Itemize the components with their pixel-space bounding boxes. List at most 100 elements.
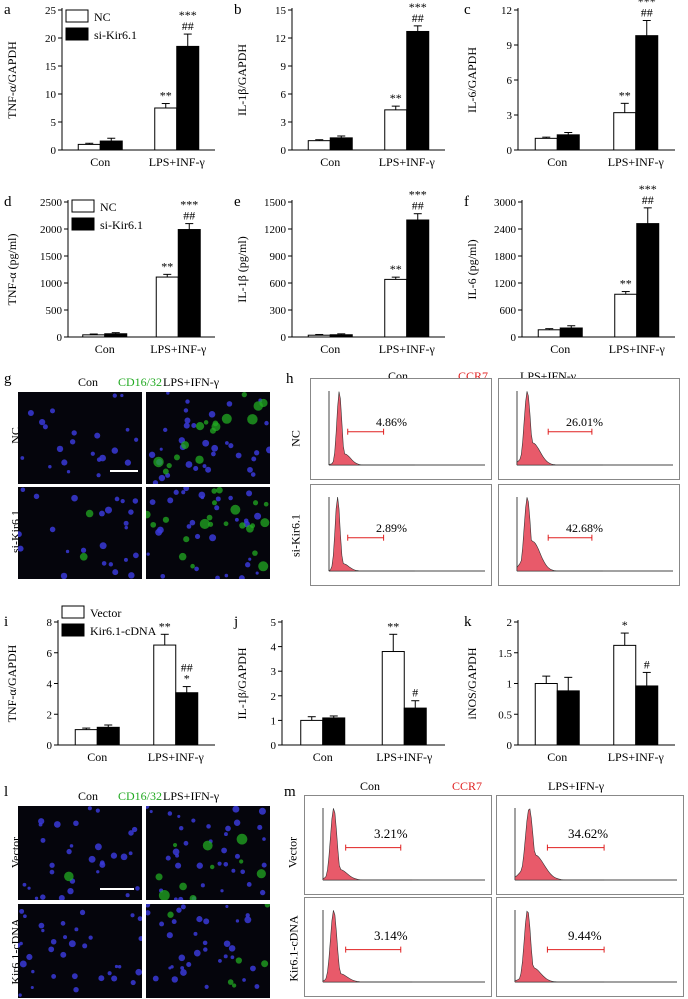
nucleus-dot [259,889,266,896]
y-tick-label: 0 [511,332,517,344]
nucleus-dot [196,916,203,923]
stain-dot [260,518,270,528]
nucleus-dot [125,427,130,432]
x-tick-label: Con [87,750,107,764]
nucleus-dot [217,861,222,866]
nucleus-dot [26,953,33,961]
bar [307,334,331,338]
nucleus-dot [95,808,100,813]
stain-dot [202,840,213,851]
nucleus-dot [114,964,119,969]
bar [406,219,430,338]
nucleus-dot [112,393,117,398]
nucleus-dot [240,869,246,875]
m-percent-2: 34.62% [568,826,609,841]
nucleus-dot [80,547,87,553]
y-tick-label: 0 [281,145,287,157]
nucleus-dot [42,424,48,430]
nucleus-dot [178,825,184,831]
nucleus-dot [18,943,21,948]
nucleus-dot [173,489,179,495]
y-tick-label: 0 [507,145,513,157]
m-col-con: Con [360,779,381,793]
bar [74,729,98,746]
nucleus-dot [225,904,229,908]
x-tick-label: LPS+INF-γ [148,750,205,764]
nucleus-dot [231,868,236,873]
stain-dot [162,468,169,475]
nucleus-dot [41,928,45,933]
g-col-lps: LPS+IFN-γ [163,375,220,389]
nucleus-dot [176,907,182,913]
nucleus-dot [110,852,118,859]
stain-dot [167,911,174,918]
bar [384,278,408,338]
nucleus-dot [38,822,43,827]
bar [534,137,558,151]
stain-dot [203,420,209,425]
nucleus-dot [220,889,224,893]
bar [154,107,178,151]
micrograph-l-vector-lps [146,806,270,900]
nucleus-dot [19,941,23,946]
stain-dot [209,864,215,870]
nucleus-dot [18,993,22,997]
y-tick-label: 9 [281,61,287,73]
nucleus-dot [250,472,256,477]
stain-dot [79,552,88,561]
stain-dot [211,500,217,506]
x-tick-label: LPS+INF-γ [608,750,665,764]
nucleus-dot [65,549,70,554]
x-tick-label: LPS+INF-γ [149,155,206,169]
nucleus-dot [206,824,211,829]
flow-plot-h-nc-lps [498,378,680,480]
flow-plot-h-nc-con [310,378,492,480]
flow-plot-m-vector-lps [496,795,684,895]
nucleus-dot [194,566,199,572]
stain-dot [183,536,190,543]
y-tick-label: 12 [275,33,286,45]
bar [406,30,430,151]
y-tick-label: 1500 [40,251,63,263]
nucleus-dot [30,985,34,990]
bar [613,112,637,151]
y-tick-label: 25 [45,5,57,17]
y-tick-label: 2000 [40,224,63,236]
stain-dot [232,983,237,988]
nucleus-dot [203,918,210,925]
flow-plot-m-vector-con [304,795,492,895]
y-tick-label: 1000 [40,278,63,290]
legend-label: Kir6.1-cDNA [90,624,157,638]
stain-dot [178,552,187,561]
y-tick-label: 15 [45,61,57,73]
nucleus-dot [130,913,135,918]
nucleus-dot [191,818,196,823]
nucleus-dot [79,909,86,916]
significance-marker: *** [409,0,427,14]
nucleus-dot [205,466,212,473]
nucleus-dot [134,437,139,442]
nucleus-dot [48,946,55,953]
nucleus-dot [158,474,166,482]
y-tick-label: 500 [46,305,63,317]
nucleus-dot [204,984,209,989]
nucleus-dot [202,940,208,946]
nucleus-dot [49,869,55,875]
l-marker: CD16/32 [118,789,163,803]
stain-dot [212,420,219,427]
nucleus-dot [111,975,118,982]
nucleus-dot [159,921,165,927]
nucleus-dot [234,517,239,522]
panel-label-l: l [4,784,9,800]
nucleus-dot [128,830,134,836]
micrograph-g-si-con [18,487,142,579]
nucleus-dot [56,445,64,453]
panel-label: j [233,614,238,630]
m-col-lps: LPS+IFN-γ [548,779,605,793]
nucleus-dot [120,393,124,398]
nucleus-dot [180,966,185,970]
nucleus-dot [184,417,191,424]
nucleus-dot [69,439,76,445]
nucleus-dot [173,897,178,900]
